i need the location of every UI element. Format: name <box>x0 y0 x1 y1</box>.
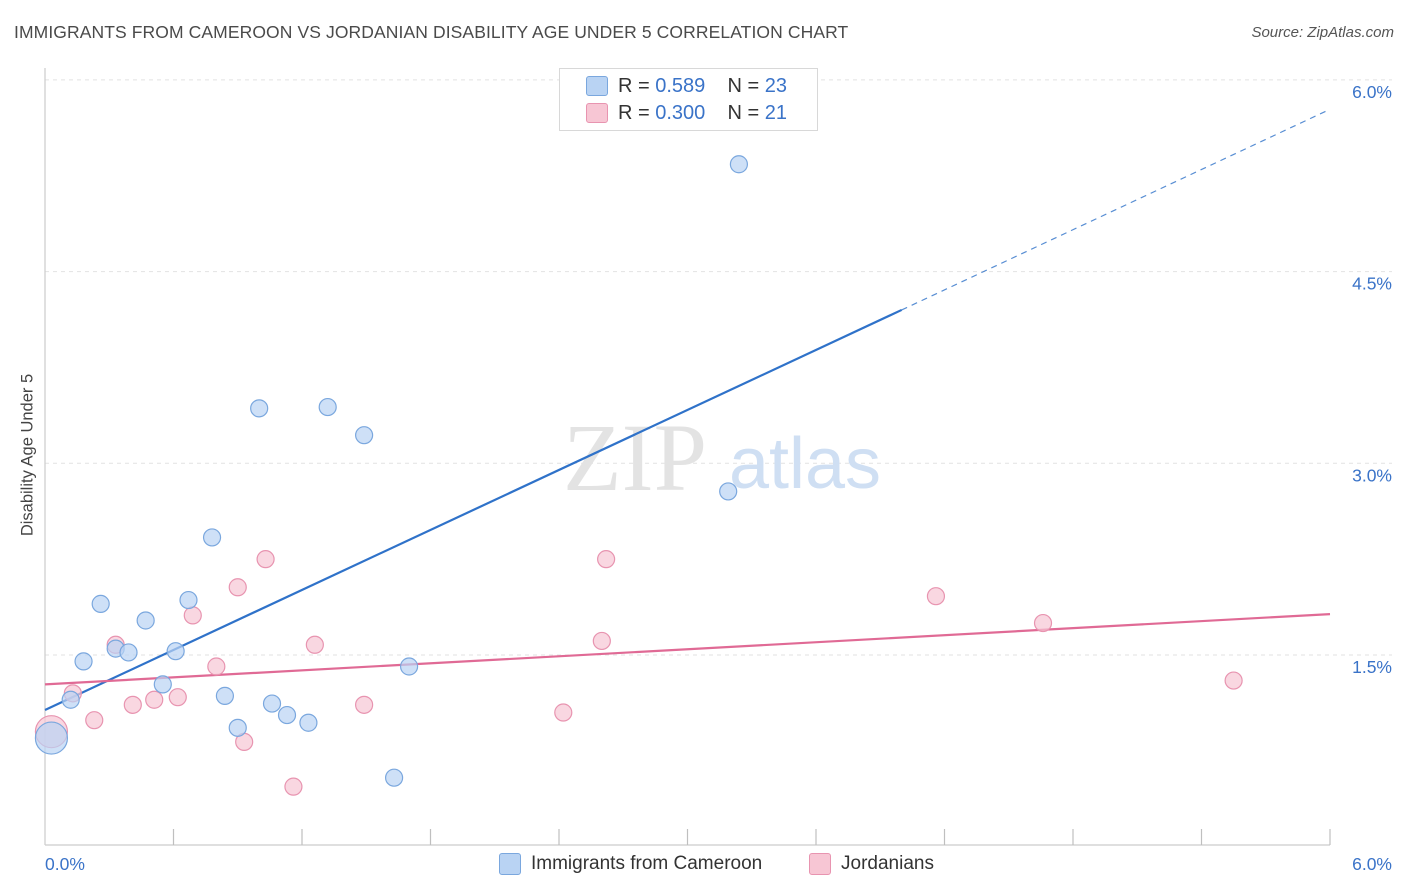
point-jordanians <box>207 657 226 676</box>
point-jordanians <box>305 635 324 654</box>
point-cameroon <box>136 611 155 630</box>
trend-line-jordanians <box>44 613 1331 686</box>
point-cameroon <box>179 590 198 610</box>
y-tick-label: 4.5% <box>1352 274 1392 294</box>
point-jordanians <box>256 550 275 569</box>
chart-title: IMMIGRANTS FROM CAMEROON VS JORDANIAN DI… <box>14 22 849 42</box>
legend-r-value: 0.589 <box>655 74 706 97</box>
point-jordanians <box>926 587 946 606</box>
point-cameroon <box>355 426 374 445</box>
y-tick-label: 6.0% <box>1352 82 1392 102</box>
point-cameroon <box>299 713 318 732</box>
tick-labels: 1.5% 3.0% 4.5% 6.0% 0.0% 6.0% <box>45 82 1392 874</box>
legend-swatch-pink <box>586 103 608 123</box>
trend-line-cameroon-extension <box>901 108 1331 311</box>
source-credit: Source: ZipAtlas.com <box>1251 24 1394 41</box>
point-jordanians <box>355 695 374 714</box>
point-jordanians <box>123 695 142 714</box>
bottom-legend-swatch-pink <box>809 853 831 875</box>
legend-n-value: 23 <box>764 74 788 97</box>
legend-n-label: N = <box>727 74 760 97</box>
point-jordanians <box>597 550 616 569</box>
point-cameroon <box>215 686 234 705</box>
point-cameroon <box>34 721 69 755</box>
point-jordanians <box>1033 613 1053 633</box>
bottom-legend-swatch-blue <box>499 853 521 875</box>
point-cameroon <box>228 718 247 737</box>
stats-legend: R = 0.589 N = 23 R = 0.300 N = 21 <box>559 68 818 131</box>
point-jordanians <box>183 606 202 625</box>
y-tick-label: 1.5% <box>1352 657 1392 677</box>
legend-n-value: 21 <box>764 101 788 124</box>
watermark: ZIP atlas <box>563 404 881 511</box>
trend-line-cameroon <box>44 308 903 711</box>
point-jordanians <box>168 688 187 707</box>
legend-r-value: 0.300 <box>655 101 706 124</box>
point-cameroon <box>729 155 749 174</box>
point-jordanians <box>592 631 611 651</box>
watermark-atlas: atlas <box>729 424 881 504</box>
point-cameroon <box>119 643 138 662</box>
axes <box>44 68 1331 846</box>
x-tick-label: 0.0% <box>45 854 85 874</box>
data-points <box>34 155 1243 796</box>
point-jordanians <box>1224 671 1243 690</box>
bottom-legend-jordanians: Jordanians <box>809 852 934 876</box>
point-jordanians <box>228 578 247 597</box>
point-cameroon <box>318 397 337 417</box>
point-cameroon <box>250 399 269 418</box>
point-cameroon <box>719 482 738 501</box>
trend-lines <box>44 108 1331 711</box>
y-tick-label: 3.0% <box>1352 465 1392 485</box>
legend-swatch-blue <box>586 76 608 96</box>
gridlines <box>45 79 1392 656</box>
point-cameroon <box>74 652 93 671</box>
point-jordanians <box>145 690 164 709</box>
point-cameroon <box>91 594 110 613</box>
point-cameroon <box>166 642 185 661</box>
point-jordanians <box>554 703 573 722</box>
point-jordanians <box>284 777 303 796</box>
bottom-legend-cameroon: Immigrants from Cameroon <box>499 852 762 876</box>
legend-r-label: R = <box>618 101 650 124</box>
point-cameroon <box>399 657 419 676</box>
point-jordanians <box>85 711 104 730</box>
point-cameroon <box>277 705 297 725</box>
point-cameroon <box>262 694 282 713</box>
bottom-legend-label: Immigrants from Cameroon <box>531 853 763 874</box>
point-cameroon <box>61 690 80 709</box>
point-cameroon <box>153 675 172 694</box>
legend-r-label: R = <box>618 74 650 97</box>
legend-n-label: N = <box>727 101 760 124</box>
x-tick-label: 6.0% <box>1352 854 1392 874</box>
bottom-legend-label: Jordanians <box>841 853 934 874</box>
point-cameroon <box>202 528 222 547</box>
point-cameroon <box>384 768 404 787</box>
